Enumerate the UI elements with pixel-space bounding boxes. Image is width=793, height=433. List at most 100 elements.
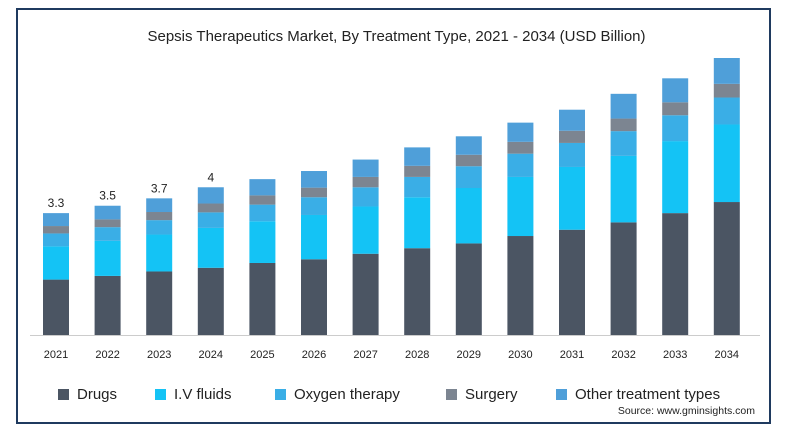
legend-swatch-surgery [446,389,457,400]
bar-segment-other-treatment-types-2034 [713,58,740,84]
x-tick-label-2033: 2033 [663,349,687,361]
x-tick-label-2026: 2026 [302,349,326,361]
source-note: Source: www.gminsights.com [617,405,755,417]
bar-segment-surgery-2033 [662,102,689,116]
bar-segment-surgery-2031 [559,130,585,143]
legend-label-i-v-fluids: I.V fluids [174,386,232,403]
data-label-2023: 3.7 [151,181,168,195]
bar-segment-surgery-2032 [610,118,637,132]
x-tick-label-2034: 2034 [715,349,739,361]
bar-segment-other-treatment-types-2021 [43,213,69,227]
bar-segment-oxygen-therapy-2024 [197,212,224,228]
bar-segment-i-v-fluids-2030 [507,176,534,237]
bar-segment-other-treatment-types-2032 [610,93,637,119]
bar-segment-surgery-2030 [507,141,534,154]
bar-segment-i-v-fluids-2031 [559,166,585,230]
legend-swatch-oxygen-therapy [275,389,286,400]
x-tick-label-2023: 2023 [147,349,171,361]
bar-segment-other-treatment-types-2031 [559,109,585,131]
bar-segment-drugs-2027 [352,253,379,335]
bar-segment-other-treatment-types-2030 [507,122,534,142]
legend-swatch-other-treatment-types [556,389,567,400]
bar-segment-oxygen-therapy-2033 [662,115,689,142]
bar-segment-oxygen-therapy-2028 [404,176,431,198]
bar-segment-surgery-2034 [713,83,740,98]
x-tick-label-2031: 2031 [560,349,584,361]
bar-segment-i-v-fluids-2021 [43,246,69,280]
legend-label-other-treatment-types: Other treatment types [575,386,720,403]
legend-label-surgery: Surgery [465,386,518,403]
x-tick-label-2022: 2022 [95,349,119,361]
bar-segment-drugs-2030 [507,236,534,335]
bar-segment-oxygen-therapy-2022 [94,227,121,241]
bar-segment-surgery-2023 [146,212,173,221]
chart-frame [16,8,771,424]
bar-segment-drugs-2022 [94,275,121,335]
bar-segment-other-treatment-types-2029 [455,136,482,155]
bar-segment-i-v-fluids-2026 [301,214,327,260]
bar-segment-oxygen-therapy-2029 [455,166,482,189]
bar-segment-drugs-2024 [197,267,224,335]
data-label-2021: 3.3 [48,196,65,210]
bar-segment-surgery-2024 [197,203,224,213]
bar-segment-oxygen-therapy-2030 [507,153,534,177]
bar-segment-other-treatment-types-2022 [94,205,121,220]
bar-segment-other-treatment-types-2027 [352,159,379,177]
bar-segment-drugs-2021 [43,279,69,335]
data-label-2024: 4 [207,170,214,184]
legend-swatch-i-v-fluids [155,389,166,400]
bar-segment-drugs-2031 [559,229,585,335]
bar-segment-i-v-fluids-2027 [352,206,379,254]
bar-segment-drugs-2025 [249,262,276,335]
bar-segment-surgery-2029 [455,154,482,167]
bar-segment-surgery-2025 [249,195,276,205]
bar-segment-i-v-fluids-2025 [249,221,276,263]
bar-segment-surgery-2027 [352,176,379,188]
x-tick-label-2027: 2027 [353,349,377,361]
x-tick-label-2029: 2029 [457,349,481,361]
bar-segment-i-v-fluids-2034 [713,124,740,203]
x-tick-label-2030: 2030 [508,349,532,361]
bar-segment-i-v-fluids-2022 [94,240,121,276]
bar-segment-surgery-2022 [94,219,121,228]
bar-segment-drugs-2029 [455,243,482,335]
bar-segment-drugs-2026 [301,259,327,335]
x-tick-label-2025: 2025 [250,349,274,361]
bar-segment-surgery-2026 [301,187,327,198]
bar-segment-oxygen-therapy-2023 [146,220,173,235]
bar-segment-other-treatment-types-2023 [146,198,173,213]
x-tick-label-2021: 2021 [44,349,68,361]
bar-segment-other-treatment-types-2024 [197,187,224,204]
legend-label-oxygen-therapy: Oxygen therapy [294,386,400,403]
legend-swatch-drugs [58,389,69,400]
bar-segment-oxygen-therapy-2021 [43,233,69,247]
bar-segment-drugs-2032 [610,222,637,335]
x-tick-label-2028: 2028 [405,349,429,361]
bar-segment-other-treatment-types-2026 [301,171,327,188]
bar-segment-i-v-fluids-2032 [610,155,637,223]
bar-segment-other-treatment-types-2028 [404,147,431,166]
bar-segment-i-v-fluids-2028 [404,197,431,249]
bar-segment-oxygen-therapy-2031 [559,142,585,167]
bar-segment-drugs-2023 [146,271,173,335]
bar-segment-i-v-fluids-2023 [146,234,173,272]
legend-label-drugs: Drugs [77,386,117,403]
bar-segment-drugs-2033 [662,213,689,335]
data-label-2022: 3.5 [99,189,116,203]
bar-segment-other-treatment-types-2033 [662,78,689,103]
bar-segment-drugs-2028 [404,248,431,335]
bar-segment-oxygen-therapy-2032 [610,131,637,156]
bar-segment-i-v-fluids-2033 [662,141,689,214]
bar-segment-oxygen-therapy-2025 [249,204,276,222]
bar-segment-other-treatment-types-2025 [249,179,276,196]
x-tick-label-2032: 2032 [611,349,635,361]
bar-segment-oxygen-therapy-2027 [352,187,379,207]
chart-title: Sepsis Therapeutics Market, By Treatment… [147,28,646,45]
bar-segment-surgery-2028 [404,165,431,177]
bar-segment-i-v-fluids-2024 [197,227,224,268]
x-tick-label-2024: 2024 [199,349,223,361]
bar-segment-surgery-2021 [43,226,69,234]
bar-segment-i-v-fluids-2029 [455,188,482,244]
bar-segment-drugs-2034 [713,202,740,335]
